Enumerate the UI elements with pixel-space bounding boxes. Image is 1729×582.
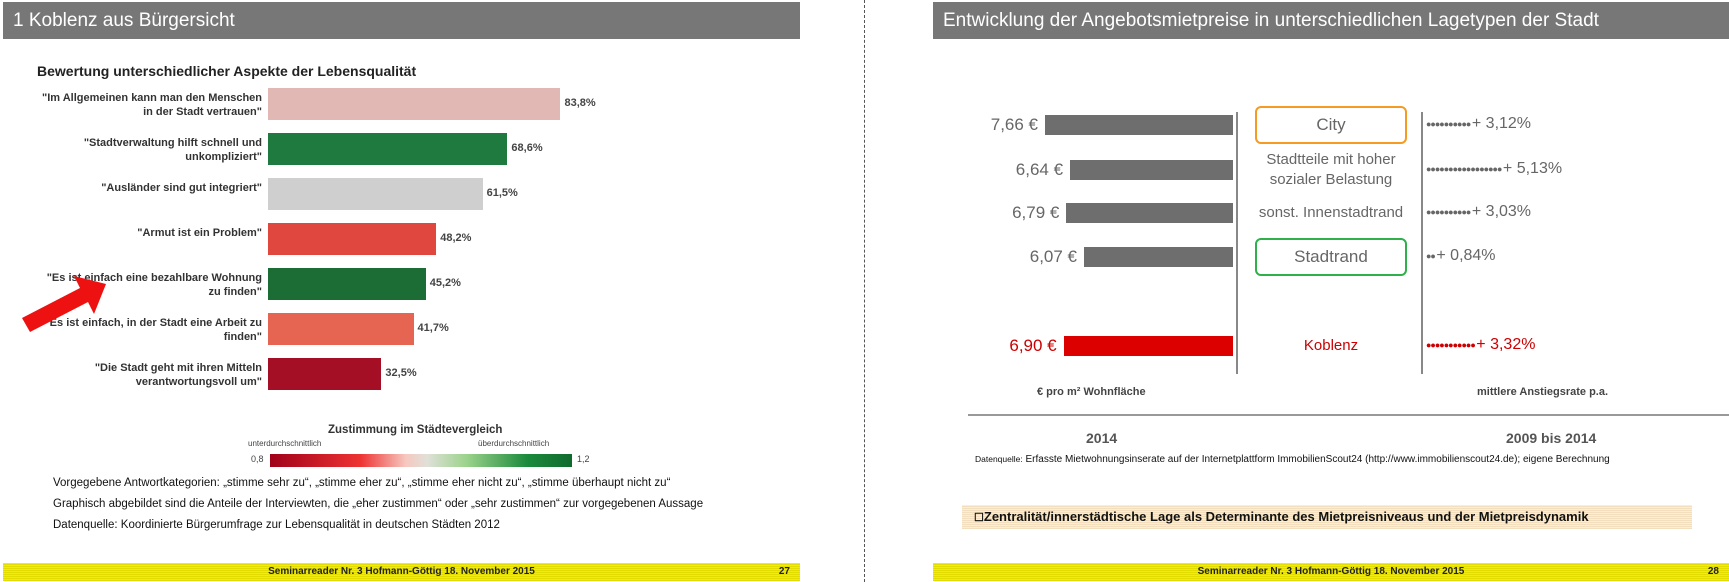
footer-text: Seminarreader Nr. 3 Hofmann-Göttig 18. N… <box>1197 566 1465 577</box>
axis-label-left: € pro m² Wohnfläche <box>1037 386 1146 398</box>
bar <box>268 178 483 210</box>
axis-label-right: mittlere Anstiegsrate p.a. <box>1477 386 1609 398</box>
slide-title: 1 Koblenz aus Bürgersicht <box>13 10 235 31</box>
chart-title: Bewertung unterschiedlicher Aspekte der … <box>37 63 417 79</box>
page-number: 28 <box>1707 566 1719 577</box>
page-divider <box>864 0 865 582</box>
bar <box>268 358 382 390</box>
price-label: 6,90 € <box>1009 336 1057 355</box>
separator-line-left <box>1236 112 1238 374</box>
separator-line-right <box>1421 112 1423 374</box>
legend-low-label: unterdurchschnittlich <box>248 439 322 448</box>
location-type-label: Stadtteile mit hoher sozialer Belastung <box>1266 151 1396 188</box>
bar-label: "Die Stadt geht mit ihren Mitteln verant… <box>94 362 262 388</box>
conclusion-box: ☐Zentralität/innerstädtische Lage als De… <box>962 505 1692 529</box>
rate-text: + 0,84% <box>1436 247 1496 264</box>
horizontal-rule <box>968 414 1729 416</box>
price-bar <box>1045 115 1233 135</box>
rate-text: + 3,03% <box>1471 203 1532 220</box>
location-type-label: Koblenz <box>1303 337 1359 354</box>
year-right: 2009 bis 2014 <box>1506 430 1597 446</box>
bar-value-label: 45,2% <box>429 277 461 289</box>
note-source: Datenquelle: Koordinierte Bürgerumfrage … <box>53 519 500 531</box>
price-label: 7,66 € <box>990 115 1038 134</box>
bar-label: "Ausländer sind gut integriert" <box>101 182 262 194</box>
source-line: Datenquelle: Erfasste Mietwohnungsinsera… <box>975 454 1610 465</box>
rate-dots: ●●●●●●●●●●●●●●●●● <box>1426 163 1503 174</box>
bar <box>268 223 437 255</box>
legend-title: Zustimmung im Städtevergleich <box>328 424 503 436</box>
bar-value-label: 68,6% <box>511 142 543 154</box>
slide-title: Entwicklung der Angebotsmietpreise in un… <box>943 10 1599 31</box>
growth-rate: ●●●●●●●●●●●●●●●●● + 5,13% <box>1426 160 1562 178</box>
conclusion-text: Zentralität/innerstädtische Lage als Det… <box>983 509 1589 524</box>
growth-rate: ●● + 0,84% <box>1426 247 1496 265</box>
bar-value-label: 61,5% <box>486 187 518 199</box>
footer-text: Seminarreader Nr. 3 Hofmann-Göttig 18. N… <box>268 566 535 577</box>
source-text: Erfasste Mietwohnungsinserate auf der In… <box>1025 454 1610 465</box>
price-bar <box>1084 247 1233 267</box>
bar <box>268 88 561 120</box>
location-type-label: Stadtrand <box>1255 238 1407 276</box>
rate-dots: ●●●●●●●●●● <box>1426 118 1472 129</box>
rate-dots: ●●●●●●●●●●● <box>1426 339 1477 350</box>
source-label: Datenquelle: <box>975 454 1023 464</box>
legend-min: 0,8 <box>251 454 264 464</box>
page-number: 27 <box>778 566 790 577</box>
slide-header-left: 1 Koblenz aus Bürgersicht <box>3 2 800 39</box>
rate-dots: ●●●●●●●●●● <box>1426 206 1472 217</box>
bar <box>268 268 426 300</box>
note-shown-shares: Graphisch abgebildet sind die Anteile de… <box>53 498 704 510</box>
price-label: 6,79 € <box>1012 203 1060 222</box>
bar <box>268 133 508 165</box>
bar-label: "Es ist einfach eine bezahlbare Wohnung … <box>46 272 262 298</box>
bar-value-label: 48,2% <box>440 232 472 244</box>
legend-high-label: überdurchschnittlich <box>478 439 550 448</box>
price-label: 6,07 € <box>1029 247 1078 266</box>
bar-value-label: 32,5% <box>385 367 417 379</box>
growth-rate: ●●●●●●●●●● + 3,12% <box>1426 115 1531 133</box>
note-categories: Vorgegebene Antwortkategorien: „stimme s… <box>53 477 671 489</box>
price-bar <box>1066 203 1233 223</box>
bar-label: "Im Allgemeinen kann man den Menschen in… <box>42 92 262 118</box>
red-arrow-icon <box>22 276 106 332</box>
growth-rate: ●●●●●●●●●●● + 3,32% <box>1426 336 1535 354</box>
rate-text: + 3,32% <box>1476 336 1536 353</box>
bar-label: "Armut ist ein Problem" <box>137 227 262 239</box>
price-bar <box>1070 160 1233 180</box>
year-left: 2014 <box>1086 430 1118 446</box>
bar-value-label: 41,7% <box>417 322 449 334</box>
bar-label: "Stadtverwaltung hilft schnell und unkom… <box>83 137 262 163</box>
location-type-label: City <box>1255 106 1407 144</box>
rate-dots: ●● <box>1426 250 1437 261</box>
price-bar <box>1063 336 1233 356</box>
footer-left: Seminarreader Nr. 3 Hofmann-Göttig 18. N… <box>3 563 800 581</box>
growth-rate: ●●●●●●●●●● + 3,03% <box>1426 203 1531 221</box>
location-type-label: sonst. Innenstadtrand <box>1258 204 1404 221</box>
legend-gradient <box>270 454 572 467</box>
footer-right: Seminarreader Nr. 3 Hofmann-Göttig 18. N… <box>933 563 1729 581</box>
legend-max: 1,2 <box>577 454 590 464</box>
bar-label: "Es ist einfach, in der Stadt eine Arbei… <box>44 317 262 343</box>
rate-text: + 3,12% <box>1471 115 1532 132</box>
rate-text: + 5,13% <box>1502 160 1563 177</box>
price-label: 6,64 € <box>1015 160 1064 179</box>
bar <box>268 313 414 345</box>
bar-value-label: 83,8% <box>564 97 596 109</box>
slide-header-right: Entwicklung der Angebotsmietpreise in un… <box>933 2 1729 39</box>
checkbox-icon: ☐ <box>974 512 984 524</box>
